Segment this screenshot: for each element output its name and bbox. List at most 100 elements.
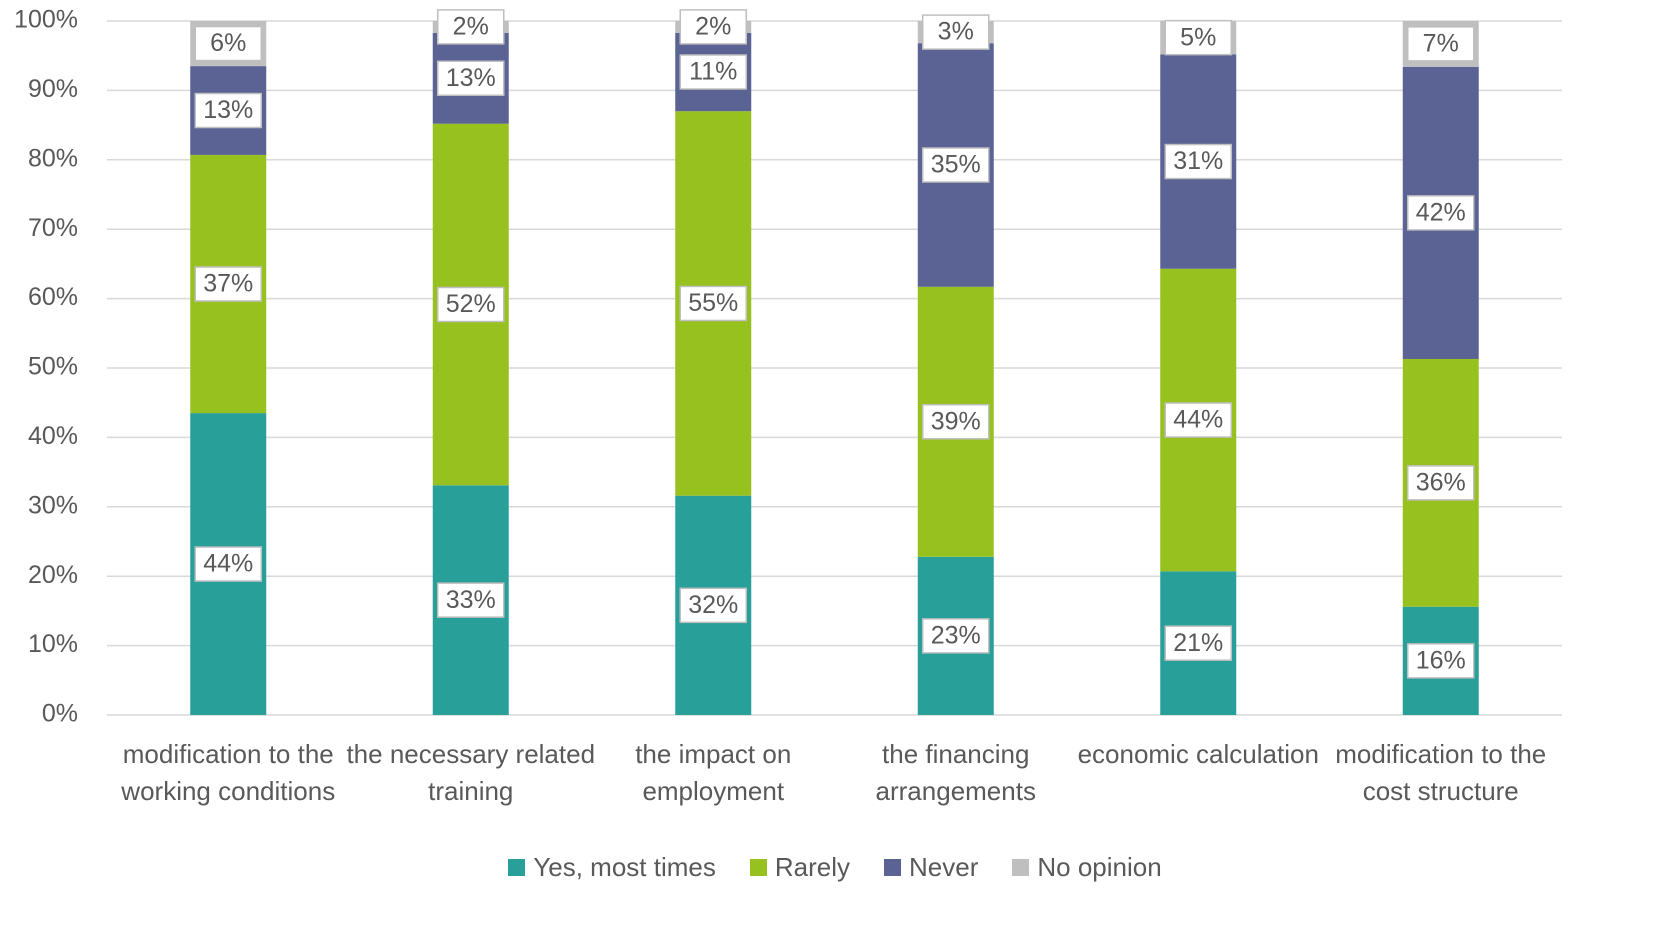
x-tick-label: the impact on employment <box>635 739 792 806</box>
legend-label: Rarely <box>774 852 850 882</box>
data-label-text: 2% <box>695 13 731 41</box>
y-tick-label: 10% <box>28 630 78 658</box>
legend-swatch <box>884 859 901 876</box>
data-label-text: 36% <box>1416 468 1466 496</box>
data-label-text: 2% <box>453 13 489 41</box>
data-label-box <box>194 266 262 302</box>
data-label-box <box>437 582 505 618</box>
y-tick-label: 50% <box>28 353 78 381</box>
data-label-box <box>437 286 505 323</box>
data-label-text: 44% <box>203 550 253 578</box>
data-label: 13% <box>194 92 262 129</box>
data-label: 13% <box>437 60 505 97</box>
x-tick-label: modification to the working conditions <box>121 739 336 806</box>
data-label-box <box>922 618 990 654</box>
legend-label: Never <box>909 852 979 882</box>
data-label-text: 42% <box>1416 199 1466 227</box>
data-label: 16% <box>1407 643 1475 679</box>
legend-swatch <box>1012 859 1030 876</box>
data-label-text: 31% <box>1173 147 1223 175</box>
data-label-text: 13% <box>203 96 253 124</box>
x-tick-label: modification to the cost structure <box>1335 739 1547 806</box>
data-label-box <box>437 9 505 45</box>
data-label-box <box>1164 625 1232 661</box>
legend-swatch <box>508 859 526 876</box>
data-label-text: 32% <box>688 591 738 619</box>
legend-label: Yes, most times <box>533 852 716 882</box>
y-tick-label: 70% <box>28 214 78 242</box>
y-tick-label: 90% <box>28 75 78 103</box>
data-label-box <box>922 14 990 50</box>
data-label: 44% <box>1164 402 1232 438</box>
data-label-text: 52% <box>446 290 496 318</box>
data-label-text: 21% <box>1173 629 1223 657</box>
y-tick-label: 20% <box>28 561 78 589</box>
data-label-box <box>1407 26 1475 62</box>
data-label: 33% <box>437 582 505 618</box>
data-label-text: 35% <box>931 151 981 179</box>
data-label: 36% <box>1407 465 1475 501</box>
y-tick-label: 30% <box>28 491 78 519</box>
data-label-text: 44% <box>1173 406 1223 434</box>
data-label-box <box>679 587 747 624</box>
data-label-box <box>1164 19 1232 56</box>
data-label: 2% <box>679 9 747 45</box>
data-label-text: 6% <box>210 29 246 57</box>
legend: Yes, most times Rarely Never No opinion <box>0 852 1670 883</box>
data-label: 44% <box>194 546 262 582</box>
data-label-box <box>679 9 747 45</box>
data-label-box <box>679 285 747 322</box>
data-label: 5% <box>1164 19 1232 56</box>
data-label-box <box>922 404 990 440</box>
x-tick-label: economic calculation <box>1077 739 1319 769</box>
legend-label: No opinion <box>1037 852 1162 882</box>
data-label-box <box>1164 402 1232 438</box>
data-label-box <box>1407 643 1475 679</box>
data-label-text: 33% <box>446 586 496 614</box>
data-label: 35% <box>922 147 990 183</box>
data-label: 39% <box>922 404 990 440</box>
data-label-box <box>194 92 262 129</box>
data-label: 3% <box>922 14 990 50</box>
y-tick-label: 60% <box>28 283 78 311</box>
data-label-text: 23% <box>931 621 981 649</box>
data-label: 11% <box>679 54 747 90</box>
data-label: 31% <box>1164 143 1232 180</box>
legend-item: Yes, most times <box>508 852 716 883</box>
data-label: 23% <box>922 618 990 654</box>
data-label-text: 39% <box>931 407 981 435</box>
data-label-box <box>1407 195 1475 231</box>
legend-item: Rarely <box>749 852 850 883</box>
x-tick-label: the financing arrangements <box>875 739 1036 806</box>
data-label-box <box>679 54 747 90</box>
data-label-box <box>1164 143 1232 180</box>
data-label: 2% <box>437 9 505 45</box>
data-label-text: 55% <box>688 289 738 317</box>
data-label-text: 16% <box>1416 646 1466 674</box>
data-label-text: 11% <box>689 58 737 86</box>
data-label-box <box>922 147 990 183</box>
data-label: 21% <box>1164 625 1232 661</box>
data-label-box <box>1407 465 1475 501</box>
y-tick-label: 0% <box>42 700 78 728</box>
legend-item: Never <box>884 852 978 883</box>
data-label: 6% <box>194 25 262 62</box>
x-tick-label: the necessary related training <box>346 739 596 806</box>
data-label-box <box>194 546 262 582</box>
data-label: 52% <box>437 286 505 323</box>
y-tick-label: 100% <box>14 6 78 34</box>
data-label-text: 3% <box>938 18 974 46</box>
data-label: 55% <box>679 285 747 322</box>
data-label-box <box>194 25 262 62</box>
data-label: 32% <box>679 587 747 624</box>
data-label: 37% <box>194 266 262 302</box>
data-label-box <box>437 60 505 97</box>
y-tick-label: 40% <box>28 422 78 450</box>
legend-item: No opinion <box>1012 852 1162 883</box>
data-label-text: 37% <box>203 270 253 298</box>
data-label-text: 13% <box>446 64 496 92</box>
legend-swatch <box>749 859 767 876</box>
y-tick-label: 80% <box>28 144 78 172</box>
